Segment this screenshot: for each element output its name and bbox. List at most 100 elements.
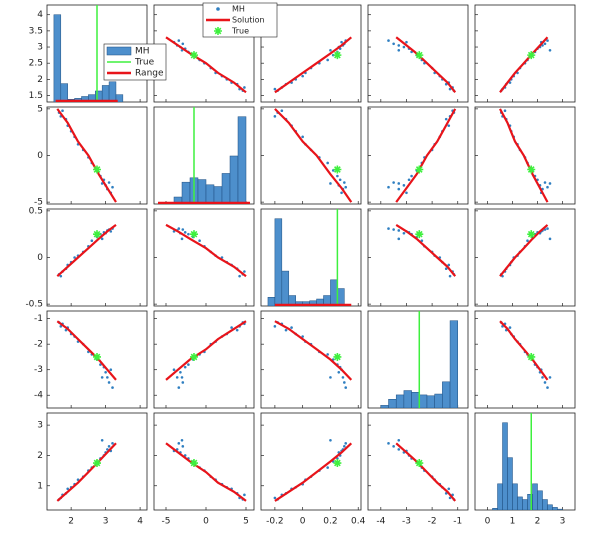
true-marker	[527, 352, 536, 361]
sample-point	[76, 478, 80, 481]
hist-bar	[442, 381, 451, 408]
panel	[47, 108, 141, 204]
hist-bar	[330, 279, 338, 306]
solution-curve	[165, 223, 247, 278]
solution-curve	[395, 223, 457, 277]
sample-point	[172, 368, 176, 372]
hist-bar	[542, 499, 548, 510]
sample-point	[543, 181, 547, 184]
sample-point	[548, 182, 552, 185]
hist-bar	[403, 390, 412, 408]
x-tick-label: 5	[243, 517, 249, 527]
sample-point	[526, 239, 529, 243]
panel	[47, 210, 141, 306]
true-marker	[93, 352, 101, 361]
hist-bar	[181, 181, 191, 204]
solution-curve	[395, 108, 457, 203]
y-tick-label: 1	[37, 481, 43, 491]
hist-bar	[547, 504, 553, 510]
y-tick-label: 2	[37, 451, 43, 461]
x-tick-label: -1	[453, 517, 462, 527]
x-tick-label: 0.2	[323, 517, 337, 527]
sample-point	[546, 227, 549, 230]
panel	[475, 318, 563, 408]
sample-point	[392, 445, 395, 448]
hist-bar	[537, 490, 543, 510]
hist-bar	[419, 394, 428, 408]
y-tick-label: -4	[34, 391, 43, 401]
solution-curve	[165, 320, 247, 381]
x-tick-label: -0.2	[266, 517, 284, 527]
sample-point	[397, 438, 401, 442]
sample-point	[387, 185, 390, 189]
sample-point	[111, 386, 114, 389]
solution-curve	[56, 442, 117, 502]
sample-point	[187, 363, 190, 366]
sample-point	[290, 326, 293, 329]
sample-point	[392, 42, 395, 46]
sample-point	[220, 256, 224, 259]
true-marker	[333, 165, 342, 174]
true-marker	[415, 230, 424, 239]
sample-point	[301, 74, 304, 78]
sample-point	[397, 448, 401, 451]
panel-frame	[260, 412, 362, 511]
solution-curve	[56, 224, 117, 278]
sample-point	[326, 161, 329, 165]
sample-point	[397, 44, 401, 47]
true-marker	[190, 459, 198, 468]
solution-curve	[274, 36, 353, 94]
y-tick-label: 3	[37, 421, 43, 431]
panel	[380, 311, 459, 408]
sample-point	[301, 135, 304, 139]
panel	[487, 413, 563, 510]
x-tick-label: -4	[376, 517, 385, 527]
sample-point	[107, 445, 111, 448]
panel	[267, 209, 359, 306]
y-tick-label: -5	[34, 198, 43, 208]
panel	[475, 14, 563, 102]
hist-bar	[53, 14, 62, 102]
sample-point	[273, 115, 277, 118]
sample-point	[387, 442, 390, 445]
sample-point	[111, 185, 114, 189]
solution-curve	[274, 320, 353, 381]
hist-bar	[497, 483, 503, 510]
legend-swatch	[214, 27, 222, 35]
sample-point	[180, 376, 184, 379]
sample-point	[448, 274, 452, 278]
x-tick-label: 4	[137, 517, 143, 527]
sample-point	[301, 335, 304, 338]
sample-point	[243, 270, 246, 273]
panel-frame	[367, 208, 469, 307]
hist-bar	[337, 288, 345, 306]
panel	[368, 424, 459, 510]
hist-bar	[108, 81, 117, 102]
sample-point	[243, 493, 246, 497]
sample-point	[177, 227, 181, 230]
y-tick-label: -3	[34, 365, 43, 375]
sample-point	[447, 124, 451, 127]
panel	[154, 424, 247, 510]
sample-point	[447, 487, 451, 491]
sample-point	[548, 237, 552, 241]
hist-bar	[517, 496, 523, 510]
x-tick-label: 0	[485, 517, 491, 527]
panel-frame	[474, 4, 576, 103]
sample-point	[397, 229, 401, 232]
x-tick-label: 0	[203, 517, 209, 527]
sample-point	[104, 370, 107, 374]
hist-bar	[557, 508, 563, 510]
legend-swatch	[216, 7, 220, 11]
solution-curve	[274, 442, 353, 502]
true-marker	[333, 51, 342, 60]
panel	[368, 210, 459, 306]
true-marker	[415, 459, 424, 468]
true-marker	[93, 459, 101, 468]
sample-point	[387, 39, 390, 42]
solution-curve	[165, 36, 247, 94]
legend-label: True	[134, 58, 155, 68]
sample-point	[109, 368, 113, 372]
